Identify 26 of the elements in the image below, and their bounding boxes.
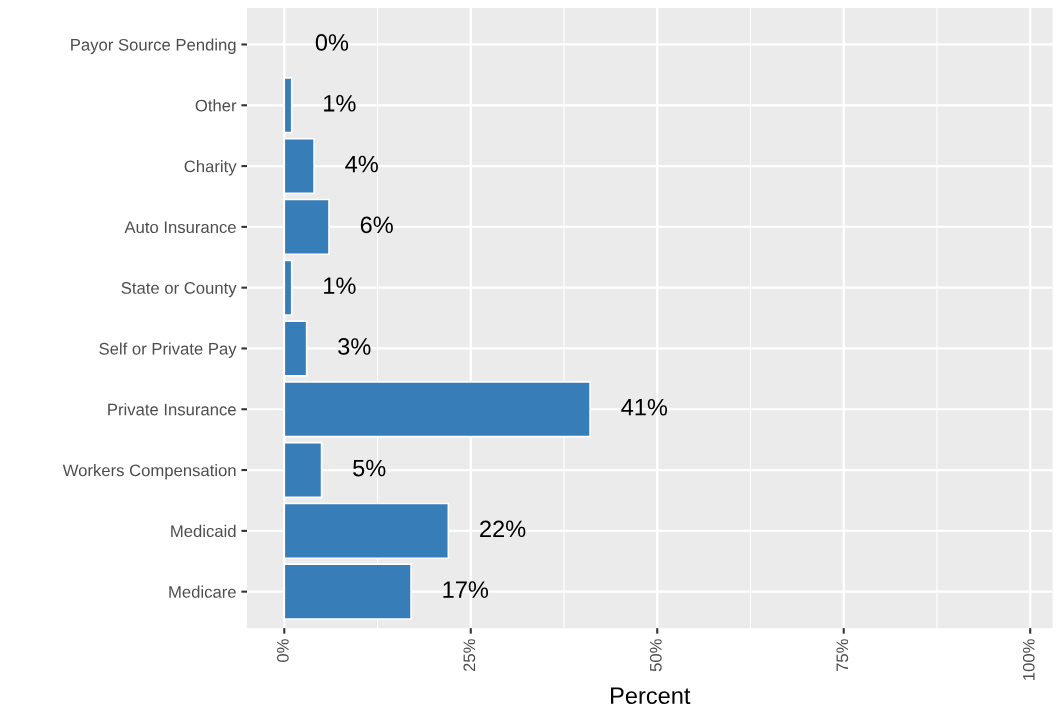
x-tick-label: 25% <box>463 639 476 672</box>
data-label: 5% <box>353 459 386 477</box>
y-tick-label: Workers Compensation <box>62 464 236 480</box>
data-label: 0% <box>315 34 349 51</box>
x-tick-label: 100% <box>1022 639 1035 680</box>
data-label: 41% <box>621 398 668 416</box>
y-tick-label: Private Insurance <box>108 403 236 416</box>
y-tick-label: Charity <box>184 160 237 176</box>
data-label: 22% <box>480 520 526 538</box>
x-axis-title: Percent <box>611 687 691 705</box>
y-tick-label: Medicaid <box>171 524 236 538</box>
data-label: 4% <box>345 155 378 173</box>
x-tick-label: 50% <box>649 639 662 672</box>
data-label: 17% <box>443 581 489 598</box>
data-label: 1% <box>324 277 356 294</box>
data-label: 6% <box>360 216 393 234</box>
y-tick-label: State or County <box>121 282 237 298</box>
data-label: 3% <box>338 338 371 355</box>
x-tick-label: 75% <box>836 639 849 672</box>
y-tick-label: Payor Source Pending <box>71 38 236 54</box>
x-tick-label: 0% <box>276 639 289 662</box>
y-tick-label: Self or Private Pay <box>99 342 237 358</box>
y-tick-label: Other <box>195 99 237 112</box>
y-tick-label: Auto Insurance <box>124 221 236 234</box>
data-label: 1% <box>324 94 356 112</box>
y-tick-label: Medicare <box>169 585 236 598</box>
